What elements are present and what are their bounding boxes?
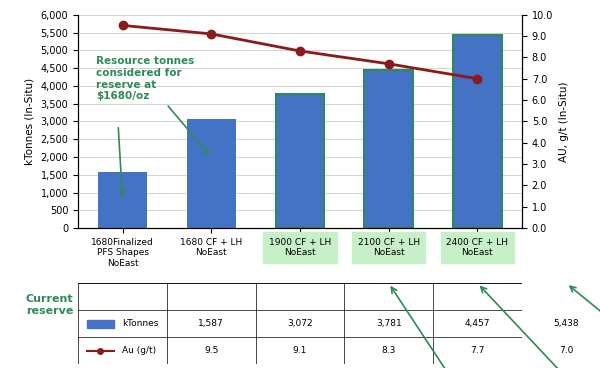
Y-axis label: AU, g/t (In-Situ): AU, g/t (In-Situ) bbox=[559, 81, 569, 162]
Text: Current
reserve: Current reserve bbox=[26, 294, 74, 316]
Bar bbox=[98, 172, 147, 228]
Text: 5,438: 5,438 bbox=[554, 319, 579, 328]
Bar bbox=[187, 119, 236, 228]
Bar bbox=[453, 35, 502, 228]
Bar bbox=[275, 94, 325, 228]
Text: Resource tonnes
considered for
reserve at
$1680/oz: Resource tonnes considered for reserve a… bbox=[96, 56, 208, 153]
Bar bbox=[364, 70, 413, 228]
Text: 4,457: 4,457 bbox=[465, 319, 490, 328]
Text: 9.1: 9.1 bbox=[293, 346, 307, 355]
Bar bbox=[87, 320, 113, 328]
Text: Au (g/t): Au (g/t) bbox=[122, 346, 157, 355]
Y-axis label: kTonnes (In-Situ): kTonnes (In-Situ) bbox=[25, 78, 35, 165]
Text: kTonnes: kTonnes bbox=[122, 319, 159, 328]
Text: 3,072: 3,072 bbox=[287, 319, 313, 328]
Text: 7.0: 7.0 bbox=[559, 346, 574, 355]
Text: 3,781: 3,781 bbox=[376, 319, 401, 328]
Text: 9.5: 9.5 bbox=[204, 346, 218, 355]
Text: 1,587: 1,587 bbox=[199, 319, 224, 328]
Text: 7.7: 7.7 bbox=[470, 346, 485, 355]
Text: 8.3: 8.3 bbox=[382, 346, 396, 355]
